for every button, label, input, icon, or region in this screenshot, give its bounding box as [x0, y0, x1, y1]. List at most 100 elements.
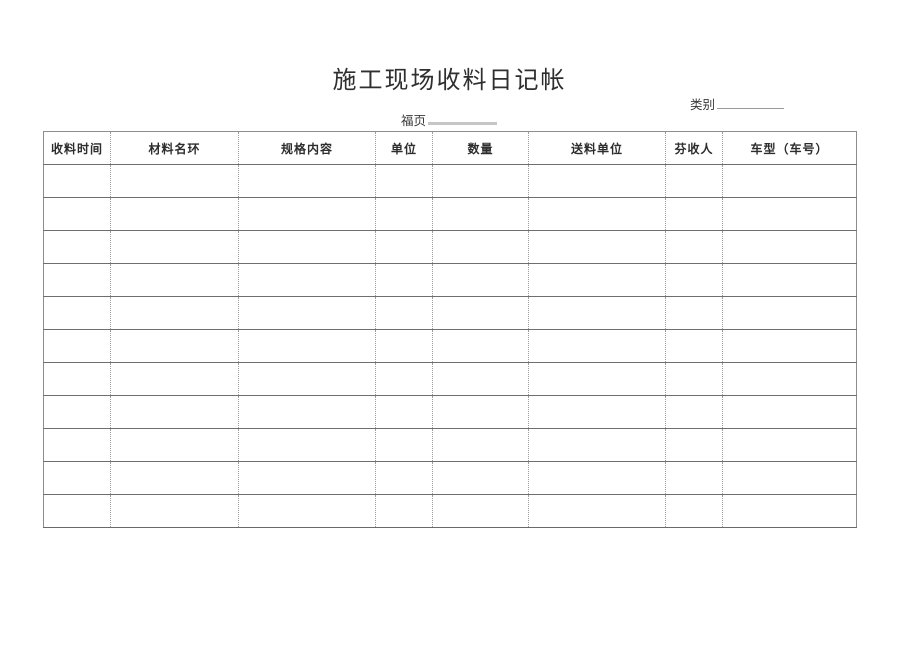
table-cell	[722, 230, 857, 264]
table-cell	[665, 197, 723, 231]
table-row	[43, 395, 857, 429]
table-header: 收料时间 材料名环 规格内容 单位 数量 送料单位 芬收人 车型（车号）	[43, 131, 857, 165]
table-cell	[375, 263, 433, 297]
table-cell	[528, 296, 666, 330]
table-cell	[665, 395, 723, 429]
table-cell	[665, 494, 723, 528]
table-cell	[528, 230, 666, 264]
column-header-receiver: 芬收人	[665, 131, 723, 165]
table-row	[43, 164, 857, 198]
table-row	[43, 197, 857, 231]
table-cell	[665, 461, 723, 495]
table-row	[43, 362, 857, 396]
table-cell	[375, 494, 433, 528]
table-cell	[110, 164, 239, 198]
column-header-delivery-unit: 送料单位	[528, 131, 666, 165]
table-cell	[43, 263, 111, 297]
table-cell	[110, 428, 239, 462]
table-cell	[375, 296, 433, 330]
table-cell	[375, 230, 433, 264]
table-cell	[43, 362, 111, 396]
table-cell	[43, 296, 111, 330]
page-title: 施工现场收料日记帐	[332, 66, 567, 94]
table-row	[43, 494, 857, 528]
table-cell	[665, 263, 723, 297]
table-cell	[238, 164, 376, 198]
table-row	[43, 263, 857, 297]
column-header-receipt-time: 收料时间	[43, 131, 111, 165]
page-number-label: 福页	[401, 113, 427, 128]
table-cell	[722, 362, 857, 396]
table-cell	[110, 197, 239, 231]
table-cell	[43, 197, 111, 231]
table-cell	[722, 494, 857, 528]
table-cell	[528, 494, 666, 528]
table-cell	[43, 428, 111, 462]
table-cell	[665, 296, 723, 330]
category-underline	[717, 95, 785, 109]
table-cell	[528, 197, 666, 231]
category-field: 类别	[690, 94, 785, 113]
table-cell	[432, 197, 529, 231]
table-cell	[110, 230, 239, 264]
table-cell	[528, 329, 666, 363]
table-cell	[375, 395, 433, 429]
table-cell	[528, 164, 666, 198]
table-row	[43, 230, 857, 264]
table-cell	[432, 329, 529, 363]
table-cell	[110, 263, 239, 297]
table-cell	[375, 329, 433, 363]
table-cell	[665, 428, 723, 462]
table-cell	[665, 230, 723, 264]
table-row	[43, 296, 857, 330]
table-cell	[432, 428, 529, 462]
table-cell	[238, 329, 376, 363]
table-cell	[432, 230, 529, 264]
page-number-underline	[428, 110, 498, 125]
table-cell	[665, 329, 723, 363]
table-cell	[432, 461, 529, 495]
table-cell	[375, 197, 433, 231]
column-header-specification: 规格内容	[238, 131, 376, 165]
table-cell	[375, 164, 433, 198]
table-cell	[110, 362, 239, 396]
table-cell	[432, 263, 529, 297]
table-cell	[528, 263, 666, 297]
table-cell	[722, 461, 857, 495]
table-cell	[665, 164, 723, 198]
table-cell	[238, 461, 376, 495]
table-cell	[375, 428, 433, 462]
table-cell	[238, 263, 376, 297]
table-cell	[43, 329, 111, 363]
table-cell	[238, 362, 376, 396]
page-number-field: 福页	[401, 110, 498, 129]
table-cell	[110, 329, 239, 363]
table-cell	[528, 362, 666, 396]
table-cell	[238, 395, 376, 429]
table-cell	[43, 461, 111, 495]
table-cell	[665, 362, 723, 396]
table-cell	[238, 296, 376, 330]
table-cell	[238, 494, 376, 528]
table-cell	[722, 329, 857, 363]
header-row: 收料时间 材料名环 规格内容 单位 数量 送料单位 芬收人 车型（车号）	[43, 131, 857, 165]
table-cell	[432, 494, 529, 528]
table-cell	[238, 428, 376, 462]
table-cell	[43, 395, 111, 429]
column-header-vehicle: 车型（车号）	[722, 131, 857, 165]
table-cell	[375, 362, 433, 396]
table-cell	[43, 164, 111, 198]
table-cell	[110, 461, 239, 495]
table-cell	[432, 362, 529, 396]
table-cell	[238, 230, 376, 264]
column-header-quantity: 数量	[432, 131, 529, 165]
table-cell	[722, 395, 857, 429]
table-cell	[110, 395, 239, 429]
table-cell	[43, 230, 111, 264]
category-label: 类别	[690, 97, 716, 112]
table-cell	[722, 263, 857, 297]
table-cell	[432, 164, 529, 198]
table-cell	[528, 428, 666, 462]
table-cell	[722, 428, 857, 462]
